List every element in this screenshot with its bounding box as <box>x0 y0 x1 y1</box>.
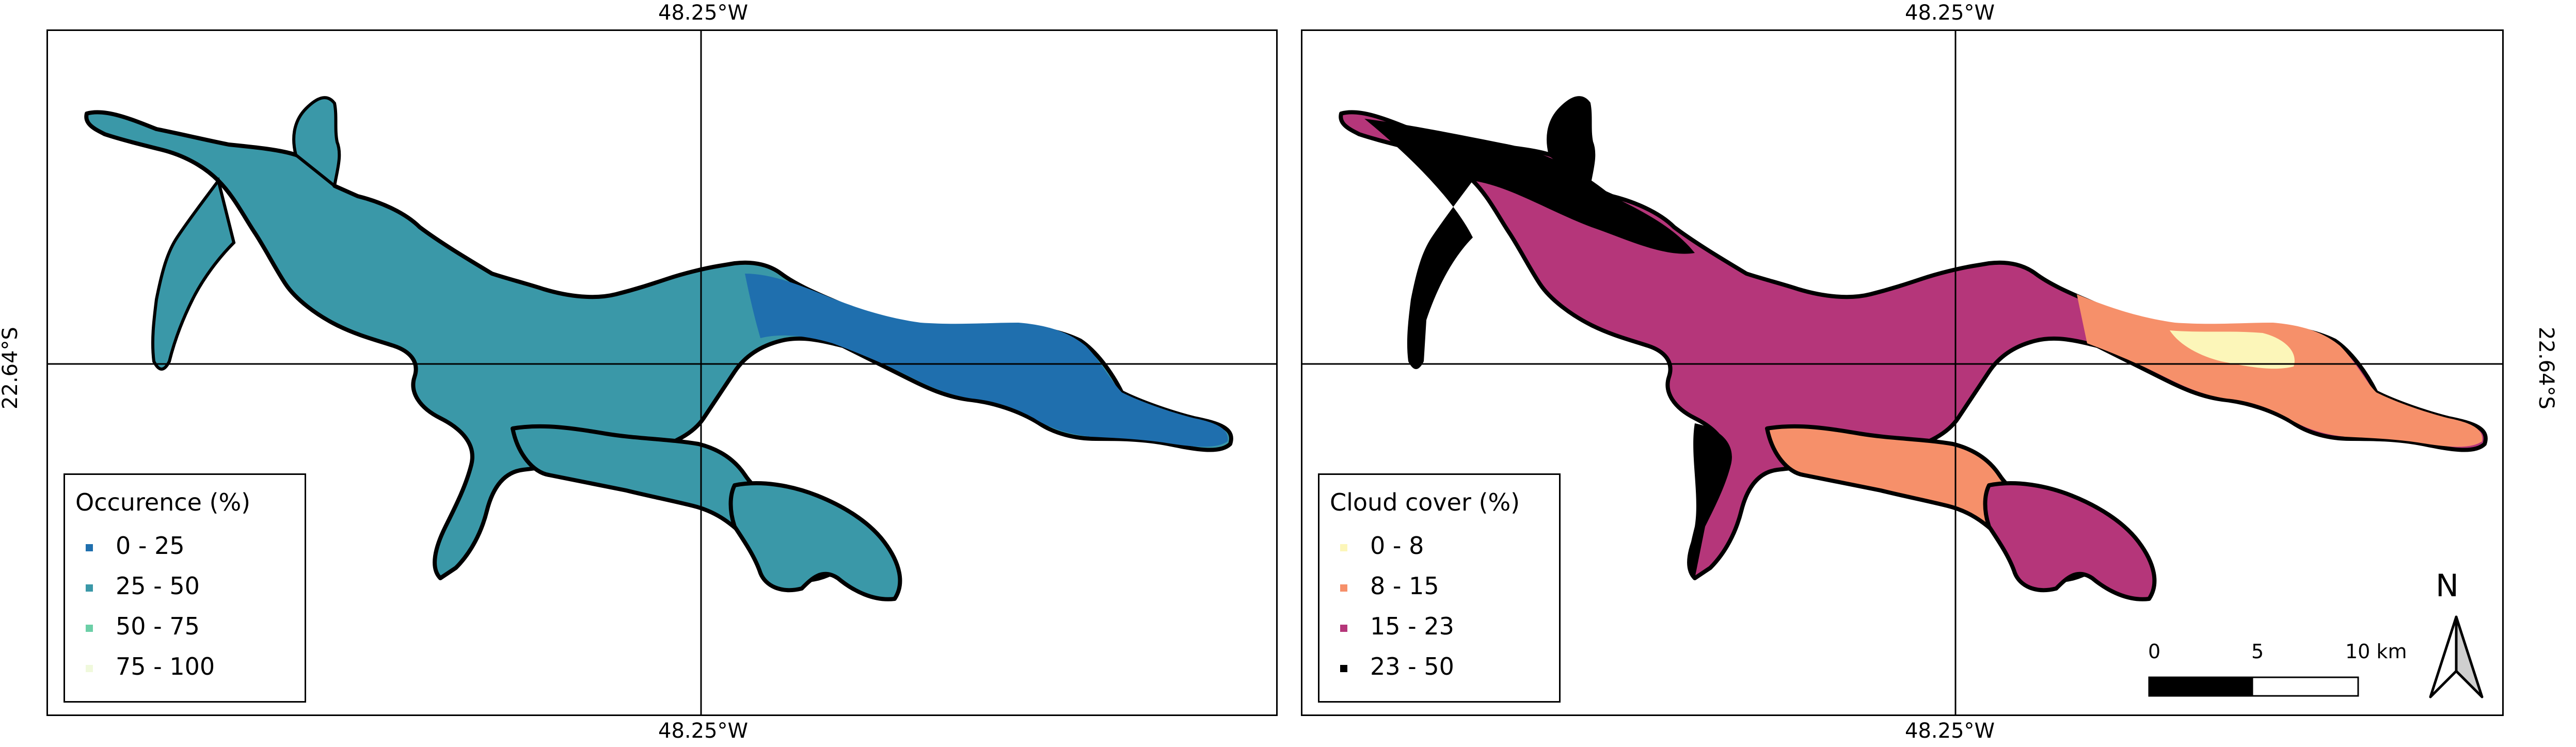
graticule <box>48 31 1276 714</box>
legend-title: Occurence (%) <box>75 488 251 516</box>
legend-item-label: 50 - 75 <box>116 612 200 640</box>
legend-title: Cloud cover (%) <box>1330 488 1520 516</box>
occurrence-map-panel[interactable]: Occurence (%) 0 - 25 25 - 50 50 - 75 75 … <box>46 29 1278 716</box>
south-lobe <box>728 481 902 601</box>
reservoir-shape <box>1339 96 2488 601</box>
west-inlet <box>151 177 236 371</box>
occurrence-legend: Occurence (%) 0 - 25 25 - 50 50 - 75 75 … <box>63 473 306 703</box>
top-longitude-label-right: 48.25°W <box>1905 1 1995 25</box>
scalebar-tick-5: 5 <box>2251 640 2264 663</box>
legend-swatch <box>1340 584 1347 592</box>
reservoir-edge <box>84 110 1233 580</box>
latitude-label-right: 22.64°S <box>2534 327 2558 409</box>
legend-item-label: 25 - 50 <box>116 572 200 600</box>
legend-item-label: 0 - 25 <box>116 532 185 560</box>
scalebar <box>2148 676 2359 697</box>
legend-item-label: 15 - 23 <box>1370 612 1454 640</box>
graticule <box>1302 31 2502 714</box>
legend-swatch <box>86 544 93 551</box>
scalebar-tick-10km: 10 km <box>2345 640 2407 663</box>
southwest-cloud <box>1689 423 1732 578</box>
north-inlet <box>292 96 341 189</box>
cloud-cover-map[interactable] <box>1302 31 2504 716</box>
northwest-cloud <box>1364 119 1695 369</box>
cloud-cover-map-panel[interactable]: Cloud cover (%) 0 - 8 8 - 15 15 - 23 23 … <box>1301 29 2504 716</box>
legend-swatch <box>86 625 93 632</box>
scalebar-tick-0: 0 <box>2148 640 2161 663</box>
legend-item-label: 8 - 15 <box>1370 572 1439 600</box>
south-lobe <box>1983 481 2157 601</box>
occurrence-map[interactable] <box>48 31 1278 716</box>
north-inlet <box>1547 96 1596 189</box>
north-arrow-icon <box>2429 615 2484 698</box>
legend-swatch <box>1340 625 1347 632</box>
reservoir-shape <box>84 96 1233 601</box>
east-arm <box>2077 294 2483 447</box>
top-longitude-label-left: 48.25°W <box>658 1 749 25</box>
legend-item-label: 75 - 100 <box>116 653 215 680</box>
bottom-longitude-label-left: 48.25°W <box>658 719 749 743</box>
north-label: N <box>2436 568 2459 604</box>
east-arm <box>745 274 1228 447</box>
latitude-label-left: 22.64°S <box>0 327 22 409</box>
legend-swatch <box>86 665 93 672</box>
cloud-cover-legend: Cloud cover (%) 0 - 8 8 - 15 15 - 23 23 … <box>1318 473 1561 703</box>
legend-item-label: 23 - 50 <box>1370 653 1454 680</box>
legend-swatch <box>1340 665 1347 672</box>
legend-swatch <box>1340 544 1347 551</box>
legend-swatch <box>86 584 93 592</box>
bottom-longitude-label-right: 48.25°W <box>1905 719 1995 743</box>
east-arm-light <box>2170 330 2295 369</box>
legend-item-label: 0 - 8 <box>1370 532 1424 560</box>
